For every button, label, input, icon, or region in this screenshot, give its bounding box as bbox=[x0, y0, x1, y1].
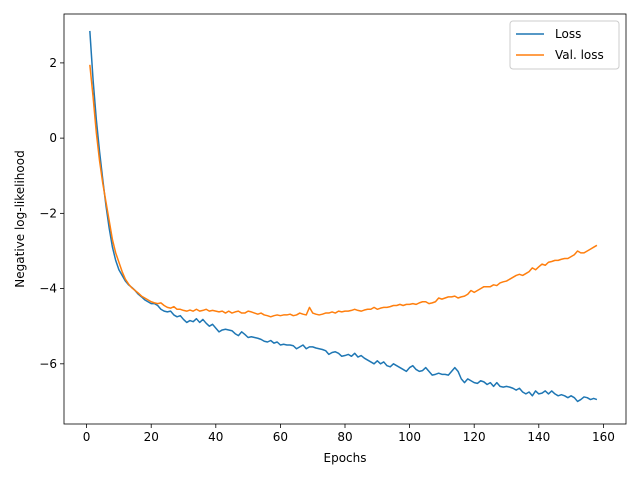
y-axis-label: Negative log-likelihood bbox=[13, 150, 27, 287]
y-tick-label: −4 bbox=[39, 282, 57, 296]
x-tick-label: 120 bbox=[463, 430, 486, 444]
legend-label: Val. loss bbox=[555, 48, 604, 62]
x-axis-ticks: 0 20 40 60 80 100 120 140 160 bbox=[83, 424, 615, 444]
legend: Loss Val. loss bbox=[509, 20, 620, 70]
x-tick-label: 80 bbox=[337, 430, 352, 444]
plot-frame bbox=[63, 13, 627, 425]
x-tick-label: 100 bbox=[398, 430, 421, 444]
x-tick-label: 40 bbox=[208, 430, 223, 444]
legend-box bbox=[509, 20, 620, 70]
x-axis-label: Epochs bbox=[324, 451, 367, 465]
y-tick-label: 0 bbox=[49, 131, 57, 145]
x-tick-label: 0 bbox=[83, 430, 91, 444]
y-tick-label: −6 bbox=[39, 357, 57, 371]
x-tick-label: 60 bbox=[273, 430, 288, 444]
series-line-val-loss bbox=[89, 64, 598, 318]
y-axis-ticks: −6 −4 −2 0 2 bbox=[39, 56, 64, 371]
legend-label: Loss bbox=[555, 27, 581, 41]
x-tick-label: 20 bbox=[144, 430, 159, 444]
x-tick-label: 140 bbox=[527, 430, 550, 444]
x-tick-label: 160 bbox=[592, 430, 615, 444]
series-layer bbox=[89, 30, 598, 403]
series-line-loss bbox=[89, 30, 598, 403]
y-tick-label: 2 bbox=[49, 56, 57, 70]
y-tick-label: −2 bbox=[39, 206, 57, 220]
